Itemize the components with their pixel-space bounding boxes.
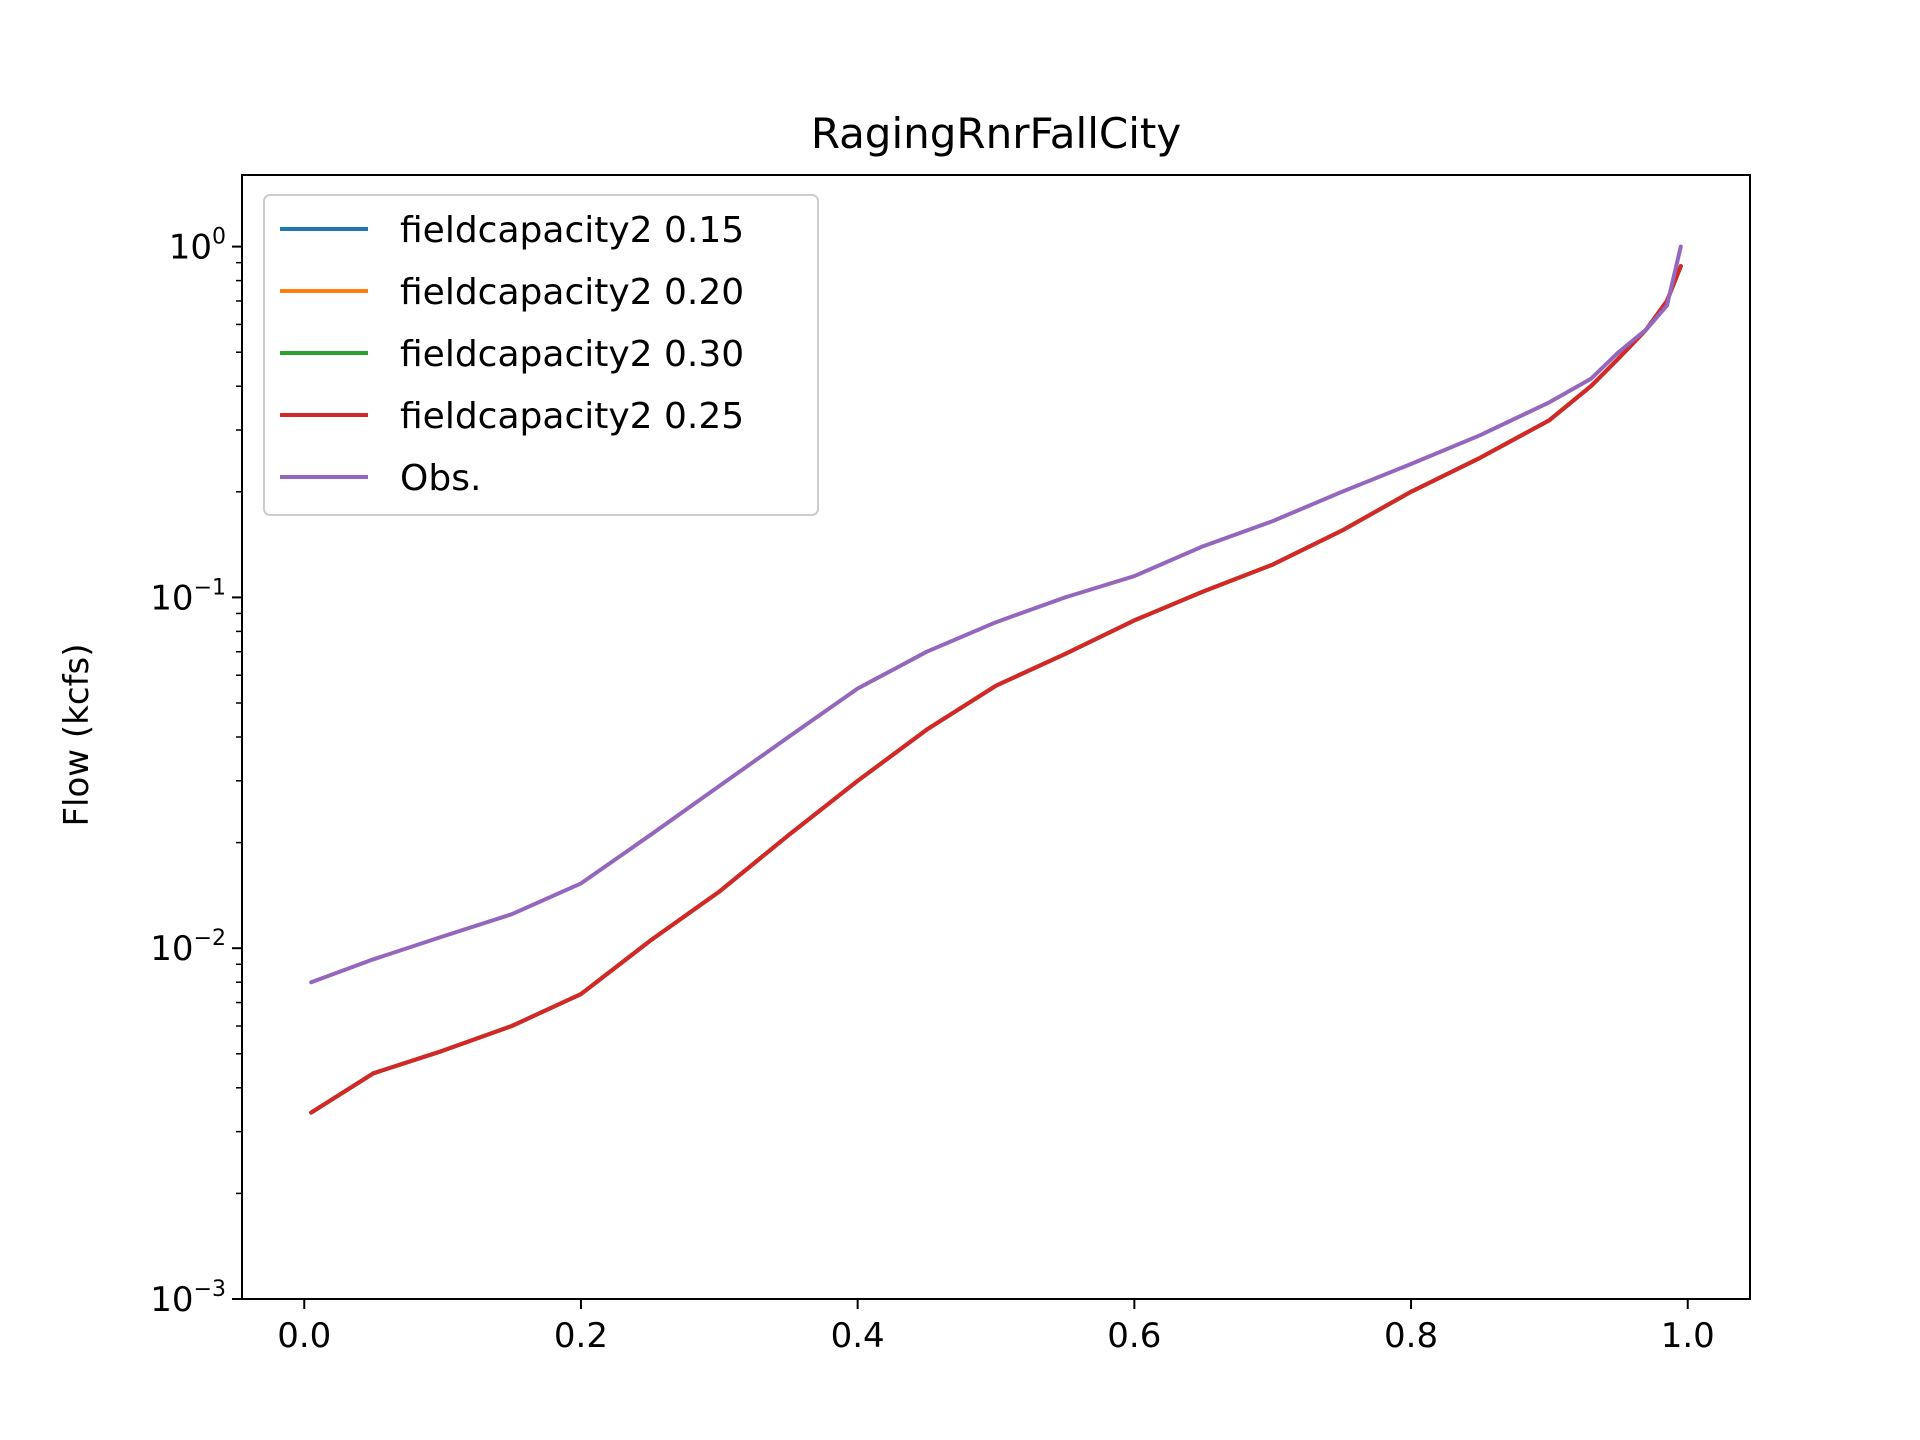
legend-label-4: Obs.	[400, 458, 481, 499]
legend-label-0: fieldcapacity2 0.15	[400, 210, 744, 251]
series-line-3	[309, 264, 1683, 1115]
y-tick-label-2: 10−2	[150, 926, 226, 969]
legend-box	[263, 194, 819, 516]
x-tick-label-0: 0.0	[277, 1316, 331, 1356]
series-line-4	[309, 244, 1683, 985]
x-tick-label-5: 1.0	[1661, 1316, 1715, 1356]
x-tick-label-3: 0.6	[1107, 1316, 1161, 1356]
x-tick-label-1: 0.2	[554, 1316, 608, 1356]
x-tick-label-4: 0.8	[1384, 1316, 1438, 1356]
chart-title: RagingRnrFallCity	[811, 109, 1181, 158]
legend-label-3: fieldcapacity2 0.25	[400, 396, 744, 437]
ticks-layer: 0.0 0.2 0.4 0.6 0.8 1.0 100 10−1 10−2 10−3	[150, 225, 1714, 1356]
legend-label-1: fieldcapacity2 0.20	[400, 272, 744, 313]
x-tick-label-2: 0.4	[831, 1316, 885, 1356]
legend-label-2: fieldcapacity2 0.30	[400, 334, 744, 375]
series-layer	[309, 244, 1683, 1115]
y-tick-label-3: 10−3	[150, 1277, 226, 1320]
y-axis-label: Flow (kcfs)	[57, 643, 97, 826]
legend: fieldcapacity2 0.15 fieldcapacity2 0.20 fi…	[263, 194, 819, 516]
y-tick-label-0: 100	[169, 225, 226, 268]
y-tick-label-1: 10−1	[150, 575, 226, 618]
plot-frame	[241, 174, 1751, 1300]
